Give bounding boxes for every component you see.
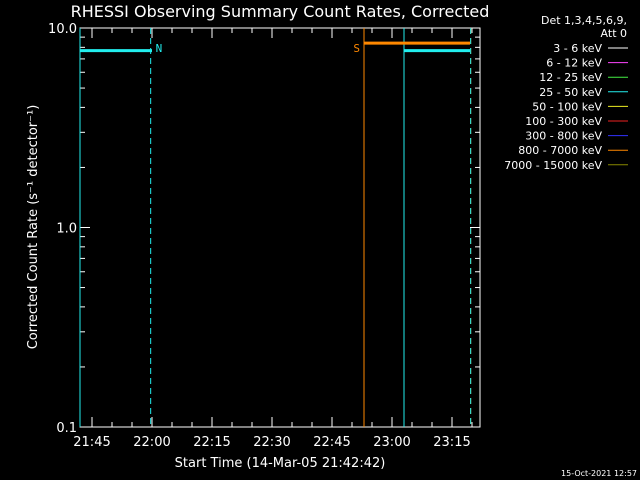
- event-marker-label: S: [353, 42, 360, 55]
- legend-header-line: Det 1,3,4,5,6,9,: [541, 14, 627, 27]
- x-tick-label: 22:30: [253, 435, 290, 450]
- legend-entry-label: 7000 - 15000 keV: [504, 159, 602, 172]
- x-axis-label: Start Time (14-Mar-05 21:42:42): [175, 456, 386, 471]
- footer-timestamp: 15-Oct-2021 12:57: [561, 469, 637, 478]
- x-tick-label: 23:00: [373, 435, 410, 450]
- legend-entry-label: 100 - 300 keV: [525, 115, 602, 128]
- y-axis-label: Corrected Count Rate (s⁻¹ detector⁻¹): [26, 105, 41, 350]
- legend-entry-label: 12 - 25 keV: [539, 71, 602, 84]
- legend-entry-label: 300 - 800 keV: [525, 130, 602, 143]
- event-marker-label: N: [156, 42, 163, 55]
- legend-entry-label: 50 - 100 keV: [532, 100, 602, 113]
- x-tick-label: 21:45: [73, 435, 110, 450]
- y-tick-label: 10.0: [48, 22, 77, 37]
- x-tick-label: 22:45: [313, 435, 350, 450]
- y-tick-label: 0.1: [56, 421, 77, 436]
- x-tick-label: 23:15: [433, 435, 470, 450]
- x-tick-label: 22:00: [133, 435, 170, 450]
- legend-entry-label: 6 - 12 keV: [546, 57, 602, 70]
- legend-header-line: Att 0: [601, 27, 627, 40]
- chart-title: RHESSI Observing Summary Count Rates, Co…: [71, 2, 490, 21]
- legend-entry-label: 25 - 50 keV: [539, 86, 602, 99]
- legend-entry-label: 3 - 6 keV: [553, 42, 602, 55]
- plot-frame: [79, 27, 481, 428]
- y-tick-label: 1.0: [56, 222, 77, 237]
- legend-entry-label: 800 - 7000 keV: [518, 144, 602, 157]
- x-tick-label: 22:15: [193, 435, 230, 450]
